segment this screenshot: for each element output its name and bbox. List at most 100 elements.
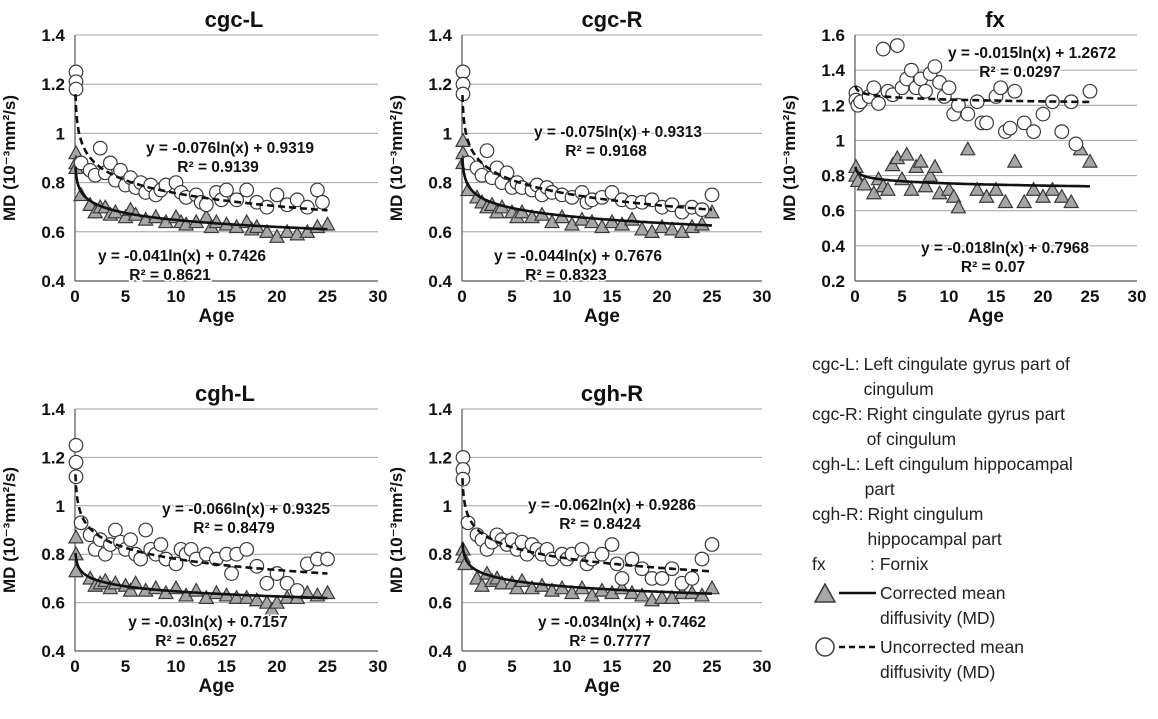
y-tick-label: 0.4 (821, 237, 845, 256)
x-tick-label: 5 (507, 287, 516, 306)
x-axis-label: Age (199, 676, 235, 697)
data-point-uncorrected (92, 140, 108, 156)
legend-corrected: Corrected mean diffusivity (MD) (812, 581, 1152, 631)
fit-line-uncorrected (74, 94, 328, 212)
data-point-uncorrected (875, 41, 891, 57)
data-point-corrected (1053, 188, 1070, 203)
y-tick-label: 0.8 (428, 545, 452, 564)
data-point-corrected (623, 584, 641, 600)
data-point-corrected (147, 579, 164, 595)
x-tick-label: 30 (753, 657, 772, 676)
data-point-corrected (319, 584, 336, 600)
y-axis-label: MD (10⁻³mm²/s) (387, 467, 406, 593)
data-point-corrected (978, 188, 995, 203)
data-point-uncorrected (1026, 124, 1041, 140)
data-point-corrected (493, 575, 511, 590)
y-tick-label: 1.4 (41, 26, 65, 45)
y-tick-label: 1 (443, 497, 452, 516)
data-point-corrected (1006, 153, 1023, 168)
legend-abbr: cgc-L: (812, 354, 860, 374)
y-tick-label: 0.8 (821, 167, 845, 186)
data-point-corrected (279, 223, 296, 238)
x-tick-label: 25 (703, 657, 722, 676)
data-point-uncorrected (866, 80, 882, 96)
x-tick-label: 20 (653, 657, 672, 676)
data-point-uncorrected (259, 199, 275, 215)
x-tick-label: 10 (553, 657, 572, 676)
y-axis-label: MD (10⁻³mm²/s) (780, 95, 799, 221)
triangle-marker-icon (813, 582, 837, 603)
x-tick-label: 20 (268, 657, 287, 676)
data-point-corrected (884, 156, 901, 172)
legend-abbr: fx (812, 554, 826, 574)
chart-panel-cgc-r: 0.4 0.6 0.8 1 1.2 1.4 0 5 10 15 20 25 30 cgc-R Age MD (… (387, 7, 771, 327)
equation-corrected: y = -0.034ln(x) + 0.7462 (538, 614, 706, 631)
data-point-uncorrected (684, 571, 700, 586)
data-point-uncorrected (269, 187, 285, 203)
circle-marker-icon (815, 637, 835, 657)
legend-desc-line2: hippocampal part (867, 529, 1002, 549)
data-point-uncorrected (102, 155, 118, 171)
r-squared-corrected: R² = 0.6527 (155, 633, 236, 650)
data-point-uncorrected (904, 62, 919, 78)
x-tick-label: 15 (603, 657, 622, 676)
data-point-uncorrected (704, 537, 720, 552)
y-tick-label: 0.6 (41, 594, 65, 613)
r-squared-uncorrected: R² = 0.9139 (177, 159, 259, 176)
data-point-uncorrected (198, 197, 214, 213)
chart-title: cgc-L (205, 7, 264, 32)
data-point-corrected (969, 181, 986, 196)
data-point-uncorrected (969, 94, 985, 110)
data-point-uncorrected (68, 437, 84, 453)
data-point-uncorrected (694, 551, 710, 567)
data-point-uncorrected (1054, 124, 1070, 140)
x-tick-label: 15 (603, 287, 622, 306)
data-point-corrected (508, 579, 526, 595)
x-tick-label: 30 (369, 287, 388, 306)
data-point-corrected (856, 176, 873, 191)
x-tick-label: 15 (217, 287, 236, 306)
x-axis-label: Age (584, 676, 620, 697)
data-point-corrected (987, 181, 1005, 196)
equation-corrected: y = -0.03ln(x) + 0.7157 (128, 614, 287, 631)
equation-corrected: y = -0.018ln(x) + 0.7968 (921, 240, 1089, 257)
x-tick-label: 20 (653, 287, 672, 306)
fit-line-uncorrected (461, 478, 713, 573)
legend-abbr: cgc-R: (812, 404, 863, 424)
data-point-uncorrected (1082, 83, 1098, 99)
y-tick-label: 1.4 (41, 400, 65, 419)
legend-abbr: cgh-L: (812, 454, 861, 474)
y-tick-label: 1 (443, 124, 452, 143)
x-tick-label: 15 (987, 287, 1006, 306)
x-tick-label: 25 (703, 287, 722, 306)
x-tick-label: 10 (167, 657, 186, 676)
data-point-uncorrected (951, 97, 966, 113)
x-tick-label: 10 (167, 287, 186, 306)
data-point-uncorrected (315, 194, 330, 210)
fit-line-corrected (461, 542, 713, 595)
data-point-corrected (917, 177, 934, 193)
legend-abbr: cgh-R: (812, 504, 864, 524)
data-point-corrected (1081, 153, 1099, 168)
y-tick-label: 1.4 (428, 26, 452, 45)
uncorrected-symbol (815, 637, 876, 657)
data-point-corrected (228, 589, 245, 604)
x-tick-label: 30 (369, 657, 388, 676)
data-point-uncorrected (1002, 120, 1018, 136)
y-tick-label: 0.4 (41, 642, 65, 661)
y-tick-label: 0.8 (41, 545, 65, 564)
chart-title: cgh-L (195, 381, 255, 406)
data-point-corrected (997, 193, 1014, 209)
legend-uncorrected-line1: Uncorrected mean (880, 637, 1024, 657)
chart-title: cgh-R (581, 381, 643, 406)
data-point-corrected (633, 221, 651, 236)
x-tick-label: 10 (553, 287, 572, 306)
equation-corrected: y = -0.041ln(x) + 0.7426 (98, 248, 266, 265)
chart-panel-fx: 0.2 0.4 0.6 0.8 1 1.2 1.4 1.6 0 5 10 15 20 25 30 fx Age M… (780, 7, 1146, 327)
data-point-corrected (263, 601, 280, 617)
data-point-corrected (238, 589, 255, 604)
data-point-uncorrected (993, 80, 1009, 96)
data-point-corrected (319, 216, 336, 231)
data-point-uncorrected (574, 541, 590, 557)
y-tick-label: 1.2 (428, 448, 452, 467)
